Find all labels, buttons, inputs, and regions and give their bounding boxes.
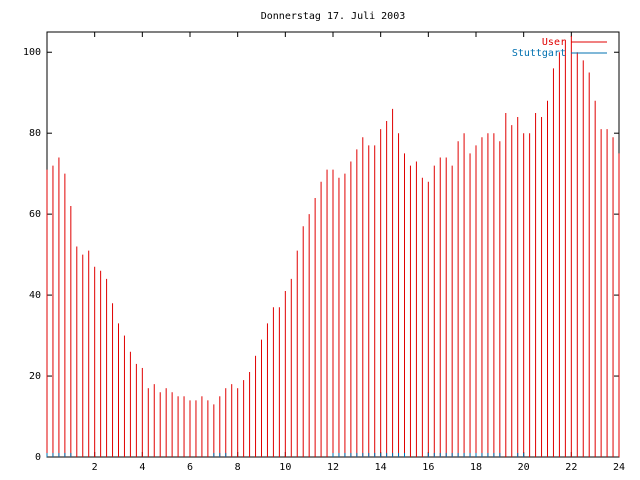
x-tick-label: 16 (422, 462, 434, 473)
x-tick-label: 24 (613, 462, 625, 473)
chart-title: Donnerstag 17. Juli 2003 (261, 11, 406, 22)
y-tick-label: 100 (23, 47, 41, 58)
x-tick-label: 20 (518, 462, 530, 473)
x-tick-label: 4 (139, 462, 145, 473)
x-tick-label: 10 (279, 462, 291, 473)
x-tick-label: 8 (235, 462, 241, 473)
y-tick-label: 20 (29, 371, 41, 382)
legend-label: Stuttgart (512, 48, 566, 59)
x-tick-label: 18 (470, 462, 482, 473)
y-tick-label: 60 (29, 209, 41, 220)
x-tick-label: 22 (565, 462, 577, 473)
legend-label: User (542, 37, 566, 48)
x-tick-label: 6 (187, 462, 193, 473)
y-tick-label: 80 (29, 128, 41, 139)
y-tick-label: 0 (35, 452, 41, 463)
y-tick-label: 40 (29, 290, 41, 301)
x-tick-label: 2 (92, 462, 98, 473)
x-tick-label: 14 (375, 462, 387, 473)
x-tick-label: 12 (327, 462, 339, 473)
